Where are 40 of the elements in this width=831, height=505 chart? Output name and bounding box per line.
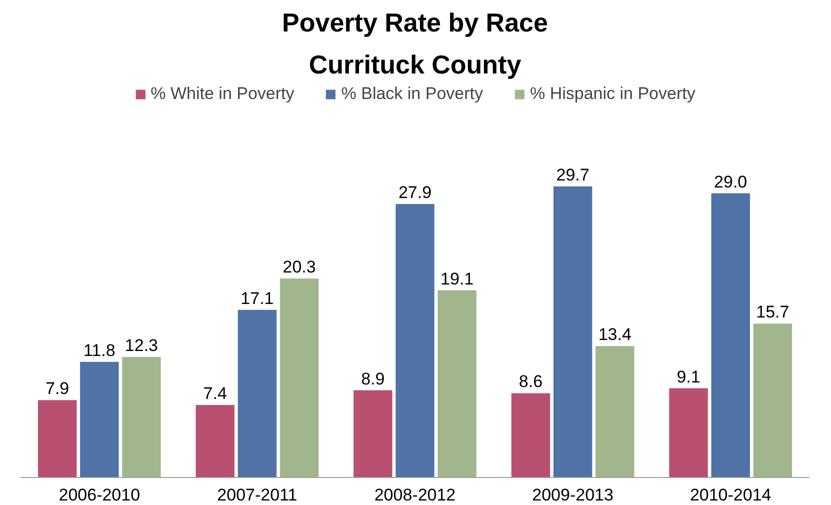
chart-subtitle: Currituck County <box>308 50 522 80</box>
data-label: 12.3 <box>124 336 158 355</box>
bar <box>38 400 77 478</box>
data-label: 7.4 <box>203 384 227 403</box>
bar <box>196 404 234 478</box>
data-label: 19.1 <box>440 269 474 288</box>
data-label: 20.3 <box>282 258 316 277</box>
bar <box>553 186 592 478</box>
x-tick-label: 2009-2013 <box>532 486 614 504</box>
data-label: 17.1 <box>240 288 274 308</box>
x-tick-label: 2010-2014 <box>690 486 772 504</box>
bar <box>238 310 277 478</box>
x-tick-label: 2008-2012 <box>374 486 456 504</box>
bar <box>596 346 634 478</box>
legend-label: % White in Poverty <box>150 84 294 104</box>
data-label: 11.8 <box>83 340 116 360</box>
legend-label: % Hispanic in Poverty <box>530 84 696 104</box>
x-tick-label: 2006-2010 <box>58 486 140 504</box>
bar <box>80 362 119 478</box>
data-label: 13.4 <box>598 325 632 344</box>
bar <box>511 393 550 478</box>
data-label: 8.9 <box>361 369 385 388</box>
legend-label: % Black in Poverty <box>341 84 483 104</box>
data-label: 9.1 <box>676 367 700 386</box>
x-tick-label: 2007-2011 <box>217 486 298 504</box>
data-label: 29.0 <box>714 172 748 192</box>
data-label: 7.9 <box>46 379 70 398</box>
bar <box>438 290 476 478</box>
bar <box>669 388 708 478</box>
bar <box>122 356 161 478</box>
bar <box>396 204 434 478</box>
data-label: 27.9 <box>398 183 432 202</box>
bar <box>711 193 750 478</box>
data-label: 29.7 <box>556 165 590 184</box>
bar <box>354 390 392 478</box>
data-label: 8.6 <box>518 372 543 392</box>
chart-title: Poverty Rate by Race <box>282 8 548 38</box>
bar <box>280 278 319 478</box>
bar <box>753 324 792 478</box>
data-label: 15.7 <box>756 302 790 322</box>
